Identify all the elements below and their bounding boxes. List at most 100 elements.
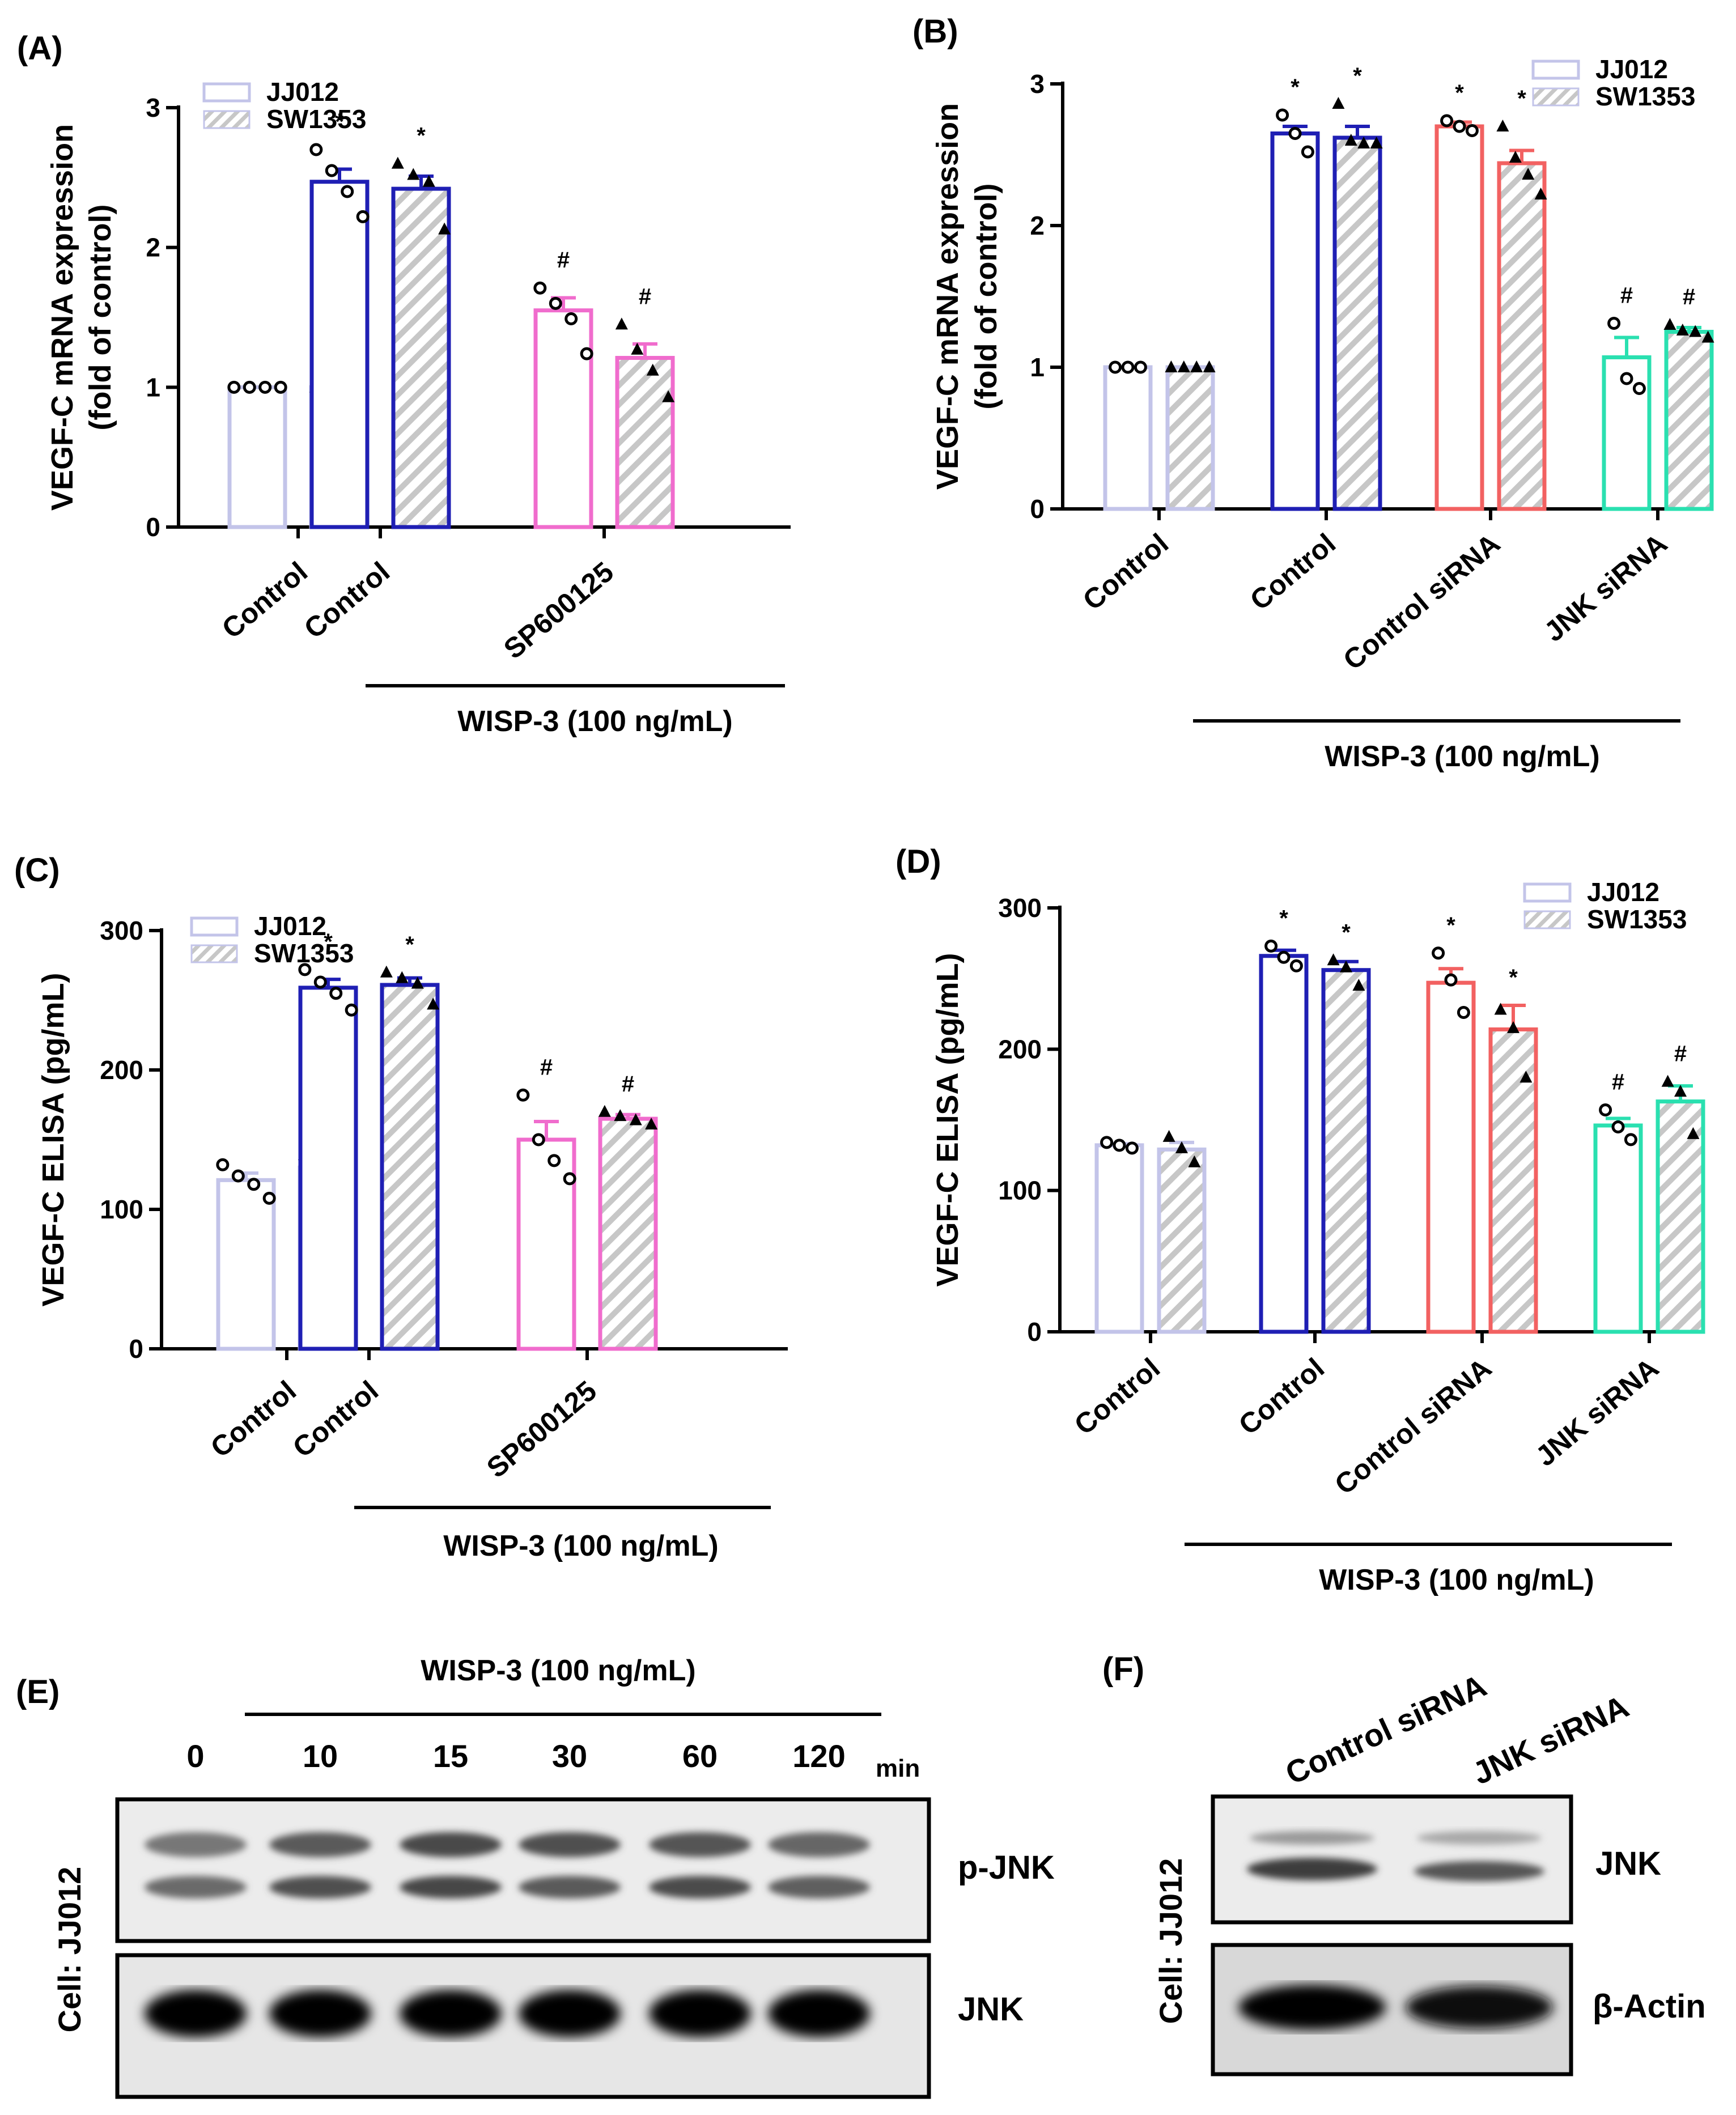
data-point-jj012 <box>532 1133 545 1146</box>
x-tick-label: Control siRNA <box>1337 528 1506 677</box>
significance-mark: * <box>1291 75 1300 100</box>
y-tick-label: 0 <box>1030 494 1045 524</box>
pjnk-band-upper <box>768 1832 870 1857</box>
data-point-jj012 <box>231 1169 245 1183</box>
bar-sw1353-0 <box>1165 365 1215 511</box>
data-point-sw1353 <box>391 156 404 169</box>
data-point-sw1353 <box>1663 318 1676 330</box>
panel-e-time-labels: 0 10 15 30 60 120 <box>186 1738 845 1774</box>
pjnk-band-upper <box>649 1832 751 1857</box>
bar-sw1353-1 <box>380 983 440 1351</box>
jnk-band <box>519 1990 621 2037</box>
y-tick-label: 1 <box>1030 353 1045 382</box>
y-tick-label: 200 <box>998 1034 1042 1064</box>
significance-mark: # <box>557 248 570 273</box>
data-point-sw1353 <box>1332 97 1345 109</box>
y-tick-label: 200 <box>100 1055 143 1085</box>
panel-f-actin-bands <box>1238 1985 1553 2030</box>
data-point-sw1353 <box>1674 1085 1687 1097</box>
legend-swatch-sw1353 <box>1523 910 1571 929</box>
panel-e-band-label-pjnk: p-JNK <box>958 1849 1055 1886</box>
legend-label-sw1353: SW1353 <box>266 104 366 134</box>
data-point-jj012 <box>341 185 354 198</box>
y-tick-label: 300 <box>998 893 1042 923</box>
bar-jj012-0 <box>227 385 287 529</box>
data-point-sw1353 <box>1165 360 1178 372</box>
y-axis-label: (fold of control) <box>83 205 117 431</box>
data-point-sw1353 <box>411 976 424 989</box>
data-point-jj012 <box>1599 1103 1612 1117</box>
data-point-sw1353 <box>1687 1127 1700 1139</box>
legend-label-jj012: JJ012 <box>266 77 339 107</box>
data-point-jj012 <box>247 1178 261 1191</box>
panel-e-jnk-bands <box>145 1990 870 2037</box>
x-tick-label: JNK siRNA <box>1538 528 1673 648</box>
data-point-sw1353 <box>1188 1155 1201 1167</box>
panel-f-jnk-band-upper-2 <box>1417 1831 1542 1845</box>
data-point-sw1353 <box>438 222 451 235</box>
data-point-jj012 <box>1444 973 1458 987</box>
bar-jj012-2 <box>516 1137 576 1351</box>
x-tick-label: Control <box>1233 1352 1330 1441</box>
data-point-jj012 <box>564 312 578 325</box>
significance-mark: * <box>1455 80 1464 105</box>
x-tick-label: Control <box>1068 1352 1166 1441</box>
pjnk-band-upper <box>519 1832 621 1857</box>
data-point-jj012 <box>1301 145 1314 159</box>
legend-label-sw1353: SW1353 <box>254 938 354 968</box>
panel-f-lane-jnk-sirna: JNK siRNA <box>1467 1688 1634 1791</box>
time-label-120: 120 <box>792 1738 845 1774</box>
data-point-sw1353 <box>1496 120 1509 131</box>
chart-panel-c: (C) 0 100 200 300 VEGF-C ELISA (pg/mL) JJ012SW… <box>14 852 788 1562</box>
data-point-sw1353 <box>1352 979 1365 991</box>
legend-swatch-jj012 <box>1523 882 1572 903</box>
chart-panel-b: (B) 0 1 2 3 VEGF-C mRNA expression (fold of co… <box>912 13 1714 773</box>
data-point-jj012 <box>243 380 256 394</box>
data-point-jj012 <box>313 975 327 989</box>
panel-f-band-label-actin: β-Actin <box>1593 1988 1706 2025</box>
data-point-jj012 <box>1113 1139 1126 1152</box>
y-axis-label: (fold of control) <box>969 184 1003 410</box>
pjnk-band-upper <box>145 1832 247 1857</box>
significance-mark: # <box>1620 283 1633 308</box>
bar-jj012-0 <box>1103 365 1153 511</box>
data-point-jj012 <box>547 1154 561 1167</box>
jnk-band <box>649 1990 751 2037</box>
data-point-jj012 <box>1432 946 1445 960</box>
data-point-sw1353 <box>1507 1021 1519 1033</box>
time-label-60: 60 <box>682 1738 718 1774</box>
jnk-band <box>768 1990 870 2037</box>
data-point-sw1353 <box>427 997 440 1010</box>
data-point-sw1353 <box>1175 1141 1188 1153</box>
significance-mark: # <box>540 1055 553 1080</box>
data-point-jj012 <box>1288 127 1302 140</box>
data-point-sw1353 <box>1522 168 1535 180</box>
data-point-jj012 <box>1611 1120 1625 1133</box>
bar-jj012-1 <box>309 180 370 529</box>
pjnk-band-lower <box>649 1876 751 1899</box>
bar-jj012-0 <box>216 1178 276 1351</box>
legend-label-jj012: JJ012 <box>254 911 326 941</box>
panel-f-label: (F) <box>1102 1651 1144 1688</box>
panel-f-band-label-jnk: JNK <box>1595 1845 1661 1882</box>
data-point-sw1353 <box>1203 360 1216 372</box>
wisp-group-label: WISP-3 (100 ng/mL) <box>1325 740 1599 773</box>
panel-f-jnk-bands <box>1247 1831 1544 1882</box>
data-point-jj012 <box>1632 382 1646 395</box>
significance-mark: # <box>1612 1070 1624 1095</box>
data-point-jj012 <box>516 1088 530 1102</box>
jnk-band <box>400 1990 502 2037</box>
y-tick-label: 3 <box>1030 69 1045 99</box>
jnk-band <box>145 1990 247 2037</box>
y-axis-label: VEGF-C mRNA expression <box>931 103 965 490</box>
data-point-sw1353 <box>407 168 420 180</box>
panel-f-western-blot: (F) Control siRNA JNK siRNA JNK β-Actin … <box>1102 1651 1706 2076</box>
legend-swatch-jj012 <box>190 916 239 937</box>
data-point-jj012 <box>227 380 241 394</box>
data-point-jj012 <box>1465 124 1479 137</box>
y-axis-label: VEGF-C ELISA (pg/mL) <box>36 973 70 1307</box>
x-tick-label: Control <box>1077 528 1174 617</box>
data-point-sw1353 <box>645 1117 658 1129</box>
